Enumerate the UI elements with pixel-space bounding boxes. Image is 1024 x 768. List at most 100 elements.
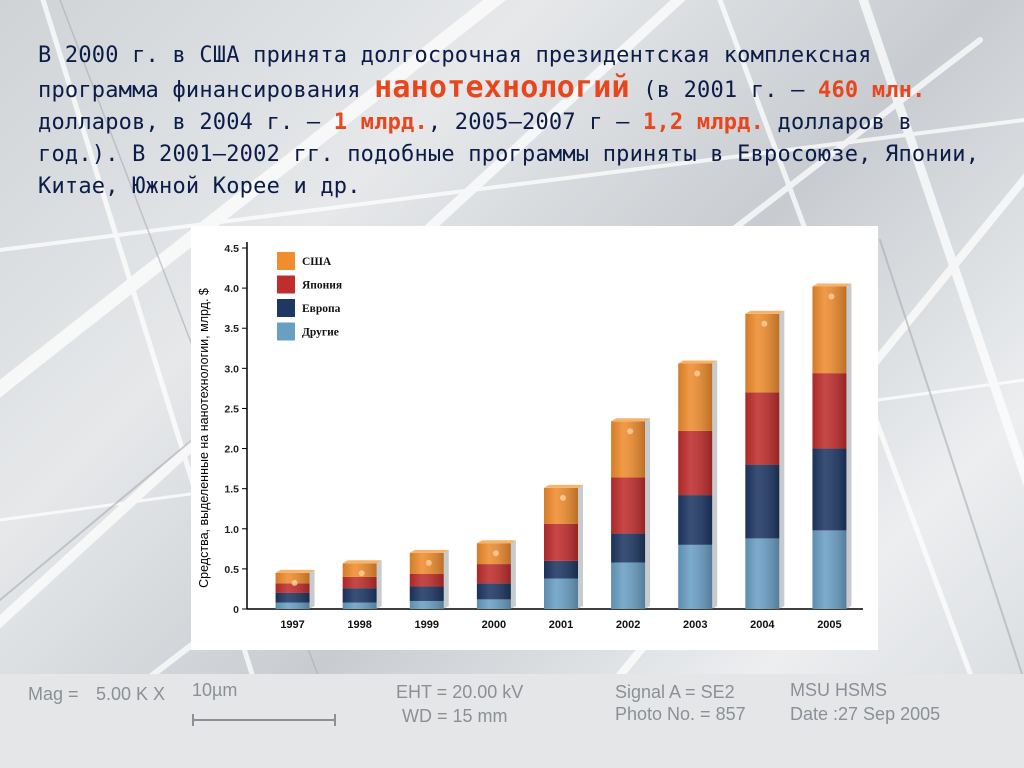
amount-2001: 460 млн. [818,78,926,103]
y-tick-label: 4.5 [224,243,239,255]
bar-shade-1997-2 [275,583,310,593]
legend-swatch-0 [277,252,295,270]
bar-side-1998 [376,560,382,609]
amount-2005: 1,2 млрд. [643,110,765,135]
y-tick-label: 0.5 [224,564,239,576]
bar-shade-2004-3 [745,313,780,393]
x-tick-label-2003: 2003 [683,619,707,631]
intro-text-1: В 2000 г. в США принята долгосрочная пре… [38,43,872,103]
bar-shade-2000-0 [476,599,511,609]
bar-shade-1997-3 [275,572,310,584]
bar-shade-2002-0 [611,562,646,609]
bar-shade-2005-1 [812,448,847,531]
bar-side-1999 [443,549,449,609]
mag-value: 5.00 K X [96,684,166,704]
scale-bar [192,714,336,726]
y-tick-label: 1.5 [224,484,239,496]
photo-number: Photo No. = 857 [615,704,746,724]
bar-side-1997 [309,569,315,609]
x-tick-label-2005: 2005 [817,619,841,631]
bar-shade-2003-1 [678,495,713,545]
bar-top-1997 [275,569,315,573]
signal-value: Signal A = SE2 [615,682,735,702]
x-tick-label-1997: 1997 [280,619,304,631]
bar-shade-1998-1 [342,588,377,603]
y-tick-label: 3.5 [224,323,239,335]
x-tick-label-2001: 2001 [549,619,573,631]
bar-shade-2001-0 [544,578,578,609]
bar-shade-2000-2 [476,564,511,584]
y-axis-label-holder: Средства, выделенные на нанотехнологии, … [197,288,211,588]
bar-shade-1998-0 [342,602,377,609]
x-tick-label-2000: 2000 [482,619,506,631]
y-tick-label: 2.5 [224,403,239,415]
organization: MSU HSMS [790,680,888,700]
bar-shade-2003-0 [678,544,713,609]
mag-label: Mag = [28,684,79,704]
sem-info-bar: Mag = 5.00 K X 10µm EHT = 20.00 kV WD = … [0,674,1024,768]
bar-shade-2004-0 [745,538,780,609]
bar-highlight-1999 [425,559,432,566]
bar-top-2004 [745,310,785,314]
scale-label: 10µm [192,680,238,700]
legend-label-2: Европа [302,303,341,315]
intro-text-3: долларов, в 2004 г. – [38,110,334,135]
bar-highlight-2005 [828,293,835,300]
bar-shade-1998-3 [342,563,377,577]
bar-shade-2001-2 [544,523,578,561]
y-tick-label: 1.0 [224,524,239,536]
bar-shade-2005-3 [812,286,847,374]
y-tick-label: 0 [233,604,239,616]
bar-top-1998 [342,560,382,564]
bar-shade-1999-2 [409,573,444,587]
bar-highlight-2000 [492,550,499,557]
bar-shade-1997-1 [275,592,310,603]
bar-highlight-2001 [560,494,566,501]
amount-2004: 1 млрд. [333,110,428,135]
chart-panel: 0 0.5 1.0 1.5 2.0 2.5 3.0 3.5 4.0 4.5 1997 1998 1999… [191,226,878,650]
bar-shade-1999-0 [409,600,444,609]
intro-text-5: долларов в год.). В 2001–2002 гг. подобн… [38,110,980,199]
bar-top-2005 [812,283,852,287]
legend-swatch-2 [277,299,295,317]
y-tick-label: 3.0 [224,363,239,375]
bar-side-2002 [645,418,651,609]
legend-label-0: США [302,256,332,268]
intro-text-2: (в 2001 г. – [629,78,819,103]
x-tick-label-1998: 1998 [347,619,371,631]
bar-shade-2001-1 [544,560,578,579]
bar-shade-2002-1 [611,533,646,563]
bar-top-2001 [544,484,583,488]
bar-top-2002 [611,418,651,422]
bar-side-2003 [712,360,718,609]
bar-side-2001 [578,484,583,609]
bar-highlight-1997 [291,579,298,586]
x-tick-label-2002: 2002 [616,619,640,631]
y-tick-label: 2.0 [224,444,239,456]
bar-highlight-1998 [358,570,365,577]
bar-highlight-2003 [694,370,701,377]
bar-shade-2001-3 [544,487,578,524]
y-tick-label: 4.0 [224,283,239,295]
legend-swatch-1 [277,275,295,294]
funding-bar-chart: 0 0.5 1.0 1.5 2.0 2.5 3.0 3.5 4.0 4.5 1997 1998 1999… [224,242,863,631]
bar-shade-1999-1 [409,586,444,601]
bar-highlight-2002 [627,428,634,435]
legend-swatch-3 [277,322,295,341]
bar-shade-2005-2 [812,373,847,449]
wd-value: WD = 15 mm [402,706,508,726]
bar-shade-2002-2 [611,477,646,534]
bar-shade-2004-2 [745,392,780,465]
bar-top-1999 [409,549,449,553]
bar-shade-2005-0 [812,530,847,609]
bar-shade-2000-1 [476,583,511,600]
bar-side-2005 [846,283,852,609]
bar-shade-2004-1 [745,464,780,539]
x-tick-label-2004: 2004 [750,619,775,631]
intro-text-4: , 2005–2007 г – [427,110,644,135]
highlight-nanotech: нанотехнологий [374,70,630,105]
bar-side-2004 [779,310,785,609]
legend-label-1: Япония [302,280,342,292]
bar-shade-1997-0 [275,602,310,609]
bar-highlight-2004 [761,320,768,327]
